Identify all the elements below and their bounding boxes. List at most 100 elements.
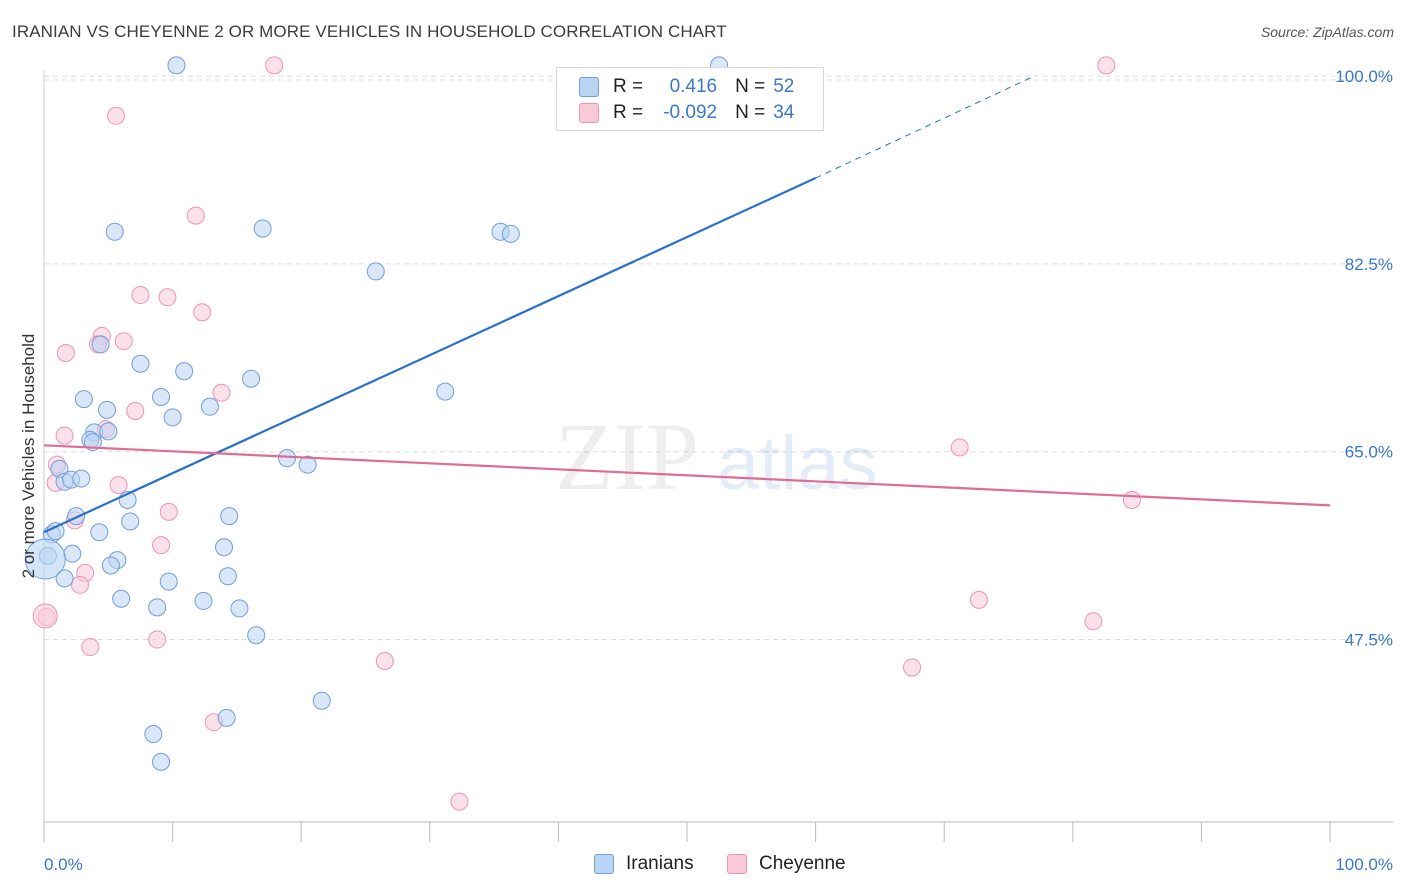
iranians-trend-line (43, 177, 817, 534)
cheyenne-n-value: 34 (773, 102, 795, 123)
iranians-point (98, 400, 117, 419)
cheyenne-point (126, 401, 145, 420)
iranians-point (112, 589, 131, 608)
iranians-point (242, 369, 261, 388)
cheyenne-point (1122, 491, 1141, 510)
cheyenne-point (131, 286, 150, 305)
n-label: N = (735, 102, 766, 123)
cheyenne-point (265, 56, 284, 75)
stats-legend: R = 0.416 N = 52 R = -0.092 N = 34 (556, 67, 824, 131)
cheyenne-point (55, 426, 74, 445)
cheyenne-point (969, 590, 988, 609)
iranians-point (312, 691, 331, 710)
cheyenne-point (375, 652, 394, 671)
y-axis-label: 2 or more Vehicles in Household (19, 334, 38, 579)
cheyenne-point (193, 303, 212, 322)
n-label: N = (735, 76, 766, 97)
iranians-points (24, 56, 729, 771)
iranians-point (278, 449, 297, 468)
iranians-point (105, 222, 124, 241)
cheyenne-point (109, 476, 128, 495)
r-label: R = (613, 102, 644, 123)
bottom-legend-iranians: Iranians (594, 851, 694, 877)
cheyenne-point (148, 630, 167, 649)
iranians-point (200, 397, 219, 416)
cheyenne-point (81, 638, 100, 657)
iranians-point (175, 362, 194, 381)
iranians-trend-extension (815, 75, 1035, 179)
iranians-point (91, 335, 110, 354)
iranians-point (253, 219, 272, 238)
iranians-point (121, 512, 140, 531)
iranians-point (101, 556, 120, 575)
iranians-point (152, 752, 171, 771)
iranians-point (99, 422, 118, 441)
iranians-r-value: 0.416 (669, 76, 718, 97)
iranians-point (298, 455, 317, 474)
iranians-point (74, 390, 93, 409)
cheyenne-point (950, 438, 969, 457)
iranians-point (67, 507, 86, 526)
iranians-point (72, 469, 91, 488)
iranians-point (152, 387, 171, 406)
iranians-point (194, 591, 213, 610)
iranians-large-point (24, 538, 66, 580)
cheyenne-point (1084, 612, 1103, 631)
cheyenne-point (71, 575, 90, 594)
iranians-point (90, 523, 109, 542)
iranians-point (230, 599, 249, 618)
cheyenne-point (1097, 56, 1116, 75)
y-tick-label: 100.0% (1335, 67, 1393, 86)
cheyenne-point (186, 206, 205, 225)
iranians-point (148, 598, 167, 617)
cheyenne-legend-swatch (727, 854, 747, 874)
iranians-point (167, 56, 186, 75)
iranians-swatch (579, 77, 599, 97)
iranians-point (63, 544, 82, 563)
iranians-n-value: 52 (773, 76, 795, 97)
watermark: ZIP atlas (555, 403, 878, 510)
cheyenne-point (158, 288, 177, 307)
watermark-atlas: atlas (717, 421, 878, 506)
source-label: Source: ZipAtlas.com (1260, 24, 1394, 40)
y-tick-label: 82.5% (1345, 255, 1393, 274)
r-label: R = (613, 76, 644, 97)
bottom-legend-cheyenne: Cheyenne (727, 851, 846, 877)
iranians-point (366, 262, 385, 281)
legend-row-cheyenne: R = -0.092 N = 34 (579, 101, 794, 125)
watermark-zip: ZIP (555, 403, 699, 510)
cheyenne-point (212, 383, 231, 402)
cheyenne-swatch (579, 103, 599, 123)
cheyenne-point (152, 536, 171, 555)
cheyenne-trend-line (43, 444, 1331, 507)
cheyenne-point (114, 332, 133, 351)
x-tick-label: 100.0% (1335, 855, 1393, 874)
tick-labels: 100.0% 82.5% 65.0% 47.5% 0.0% 100.0% (44, 67, 1393, 874)
iranians-point (220, 507, 239, 526)
iranians-point (55, 569, 74, 588)
iranians-point (215, 538, 234, 557)
iranians-point (247, 626, 266, 645)
y-tick-label: 65.0% (1345, 443, 1393, 462)
iranians-point (144, 724, 163, 743)
iranians-point (163, 408, 182, 427)
iranians-point (131, 354, 150, 373)
iranians-point (218, 567, 237, 586)
cheyenne-point (903, 658, 922, 677)
trend-lines (43, 75, 1331, 534)
legend-row-iranians: R = 0.416 N = 52 (579, 75, 794, 99)
cheyenne-point (450, 792, 469, 811)
iranians-legend-swatch (594, 854, 614, 874)
iranians-point (159, 572, 178, 591)
cheyenne-large-point (32, 603, 58, 629)
iranians-point (436, 382, 455, 401)
chart-title: IRANIAN VS CHEYENNE 2 OR MORE VEHICLES I… (12, 22, 727, 41)
cheyenne-point (56, 343, 75, 362)
iranians-point (217, 708, 236, 727)
gridlines (44, 75, 1393, 641)
cheyenne-r-value: -0.092 (663, 102, 718, 123)
x-tick-label: 0.0% (44, 855, 83, 874)
cheyenne-legend-label: Cheyenne (759, 853, 846, 874)
y-tick-label: 47.5% (1345, 631, 1393, 650)
